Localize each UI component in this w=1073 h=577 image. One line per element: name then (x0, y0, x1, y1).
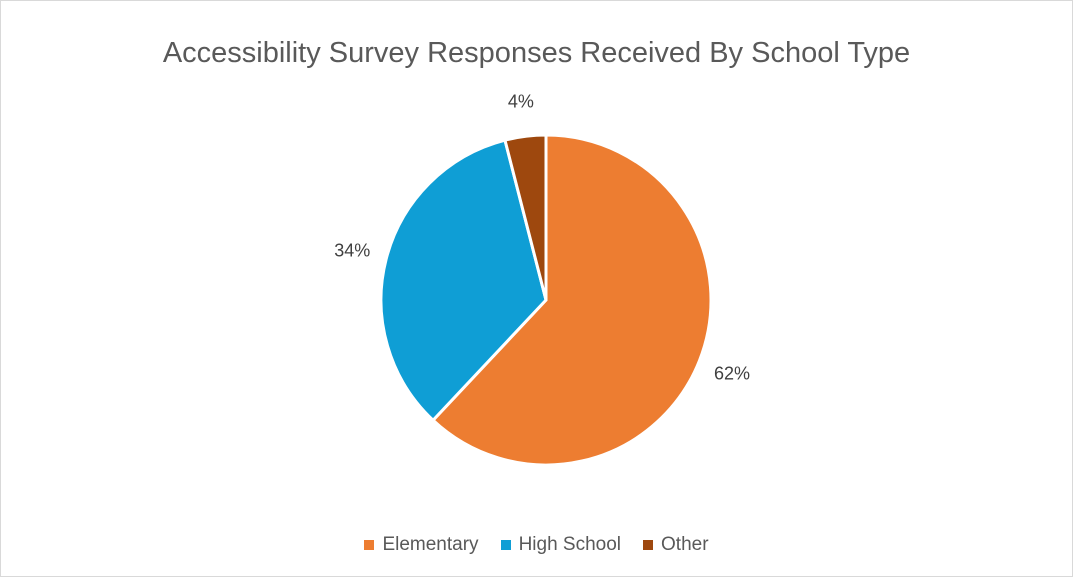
pie-slice-elementary (431, 133, 713, 467)
data-label-high-school: 34% (334, 240, 370, 260)
chart-title: Accessibility Survey Responses Received … (162, 37, 911, 69)
legend-item-elementary: Elementary (364, 534, 479, 556)
data-label-elementary: 62% (714, 364, 750, 384)
pie-slice-high-school (379, 138, 548, 422)
legend-swatch-other (643, 540, 654, 550)
legend-item-other: Other (643, 534, 709, 556)
pie-plot: 62% 34% 4% (334, 92, 750, 467)
legend-label-other: Other (661, 534, 709, 555)
legend-label-elementary: Elementary (382, 534, 479, 555)
legend-item-high-school: High School (500, 534, 622, 556)
data-label-other: 4% (508, 92, 534, 112)
pie-slice-other (503, 133, 548, 302)
legend-label-high-school: High School (518, 534, 622, 555)
chart-legend: Elementary High School Other (1, 534, 1072, 556)
legend-swatch-high-school (500, 540, 511, 550)
legend-swatch-elementary (364, 540, 375, 550)
